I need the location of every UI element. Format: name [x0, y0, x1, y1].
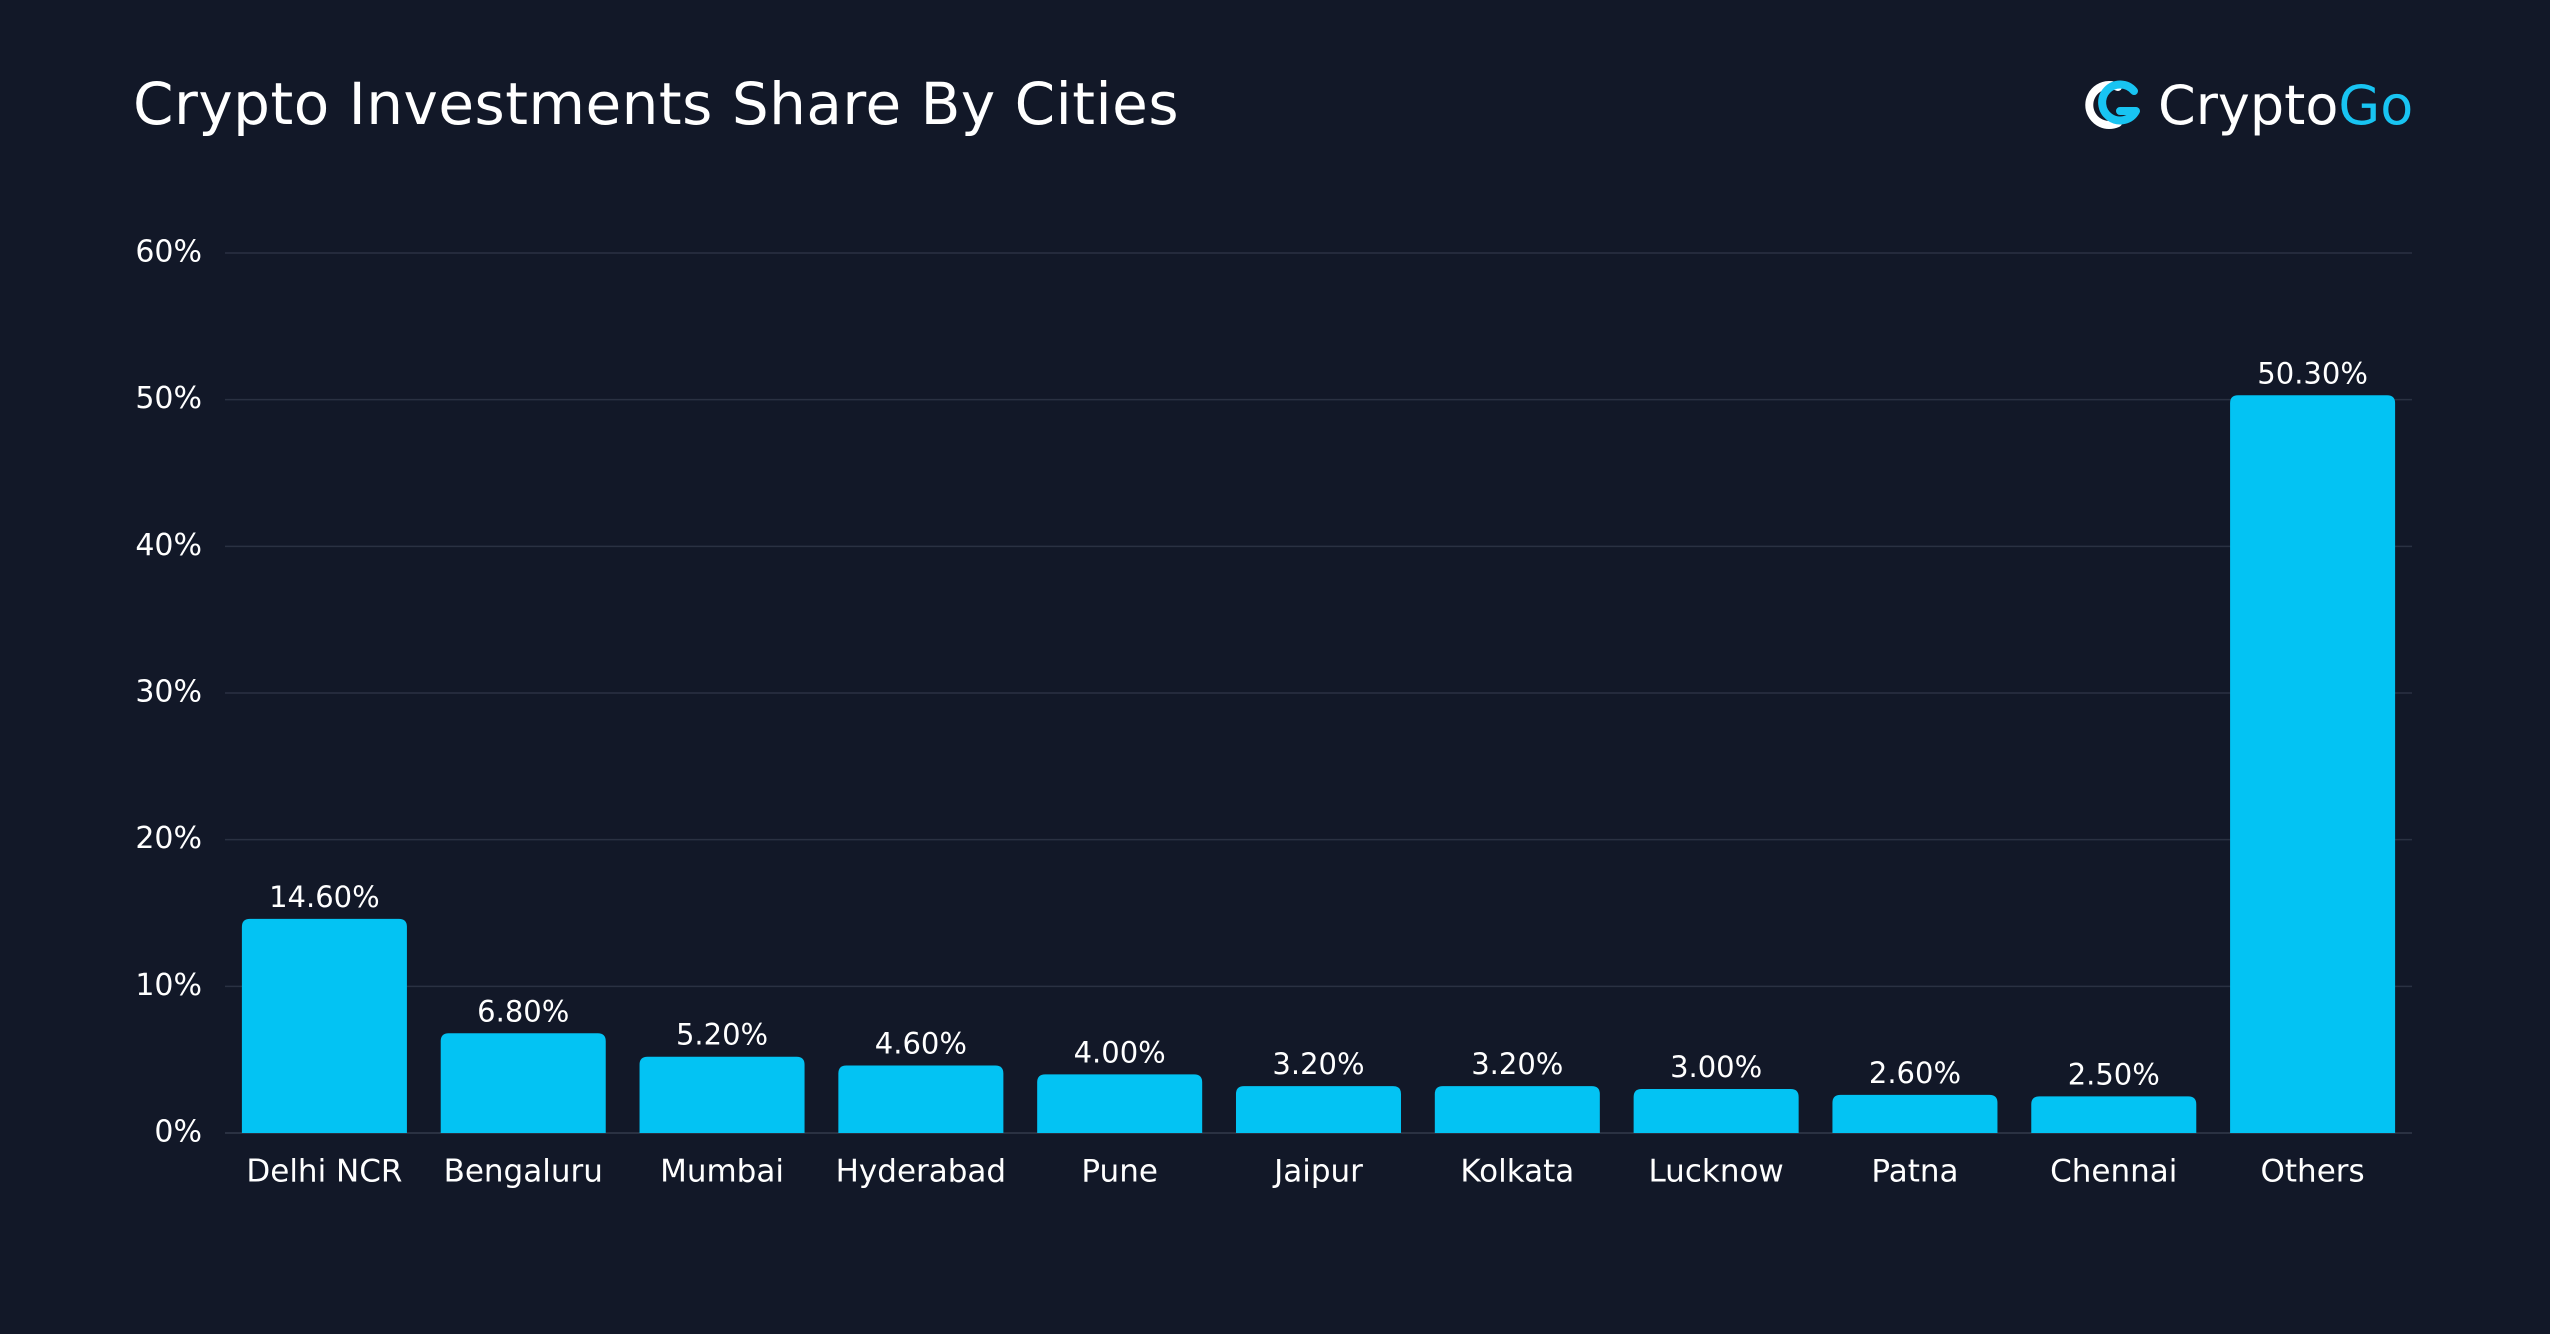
- bar-value-label: 14.60%: [269, 880, 380, 914]
- cryptogo-logo-icon: [2085, 80, 2140, 129]
- bar: [1832, 1094, 1998, 1133]
- bar-value-label: 5.20%: [676, 1018, 768, 1052]
- x-tick-label: Patna: [1871, 1154, 1958, 1190]
- bar: [440, 1033, 606, 1133]
- bar: [2031, 1096, 2197, 1133]
- bar: [639, 1056, 805, 1133]
- y-tick-label: 20%: [135, 821, 202, 856]
- bar: [1037, 1074, 1203, 1133]
- x-tick-label: Hyderabad: [836, 1154, 1007, 1190]
- logo-text-go: Go: [2338, 73, 2414, 137]
- bar-value-label: 3.20%: [1471, 1047, 1563, 1081]
- bar: [1633, 1089, 1799, 1133]
- y-tick-label: 60%: [135, 235, 202, 270]
- x-tick-label: Jaipur: [1272, 1154, 1363, 1190]
- bar-value-label: 4.00%: [1074, 1035, 1166, 1069]
- logo-text-crypto: Crypto: [2158, 73, 2339, 137]
- bar-value-label: 3.00%: [1670, 1050, 1762, 1084]
- y-tick-label: 50%: [135, 381, 202, 416]
- x-tick-label: Kolkata: [1460, 1154, 1574, 1190]
- x-tick-label: Delhi NCR: [246, 1154, 402, 1190]
- bar-value-label: 2.60%: [1869, 1056, 1961, 1090]
- bar: [838, 1065, 1004, 1133]
- x-tick-label: Bengaluru: [444, 1154, 603, 1190]
- chart-title: Crypto Investments Share By Cities: [133, 70, 1180, 138]
- y-tick-label: 30%: [135, 675, 202, 710]
- y-tick-label: 40%: [135, 528, 202, 563]
- y-tick-label: 10%: [135, 968, 202, 1003]
- x-tick-label: Mumbai: [660, 1154, 784, 1190]
- logo-text: CryptoGo: [2158, 74, 2413, 137]
- x-tick-label: Others: [2261, 1154, 2365, 1190]
- bar-value-label: 50.30%: [2257, 356, 2368, 390]
- bar: [1235, 1086, 1402, 1133]
- cryptogo-logo: CryptoGo: [2074, 70, 2413, 140]
- bar: [1434, 1086, 1600, 1133]
- x-tick-label: Lucknow: [1648, 1154, 1783, 1190]
- bar-value-label: 3.20%: [1272, 1047, 1364, 1081]
- y-tick-label: 0%: [154, 1115, 202, 1150]
- x-tick-label: Pune: [1081, 1154, 1158, 1190]
- bar: [2230, 395, 2396, 1133]
- bar: [241, 918, 407, 1133]
- bar-value-label: 6.80%: [477, 994, 569, 1028]
- bar-value-label: 4.60%: [875, 1027, 967, 1061]
- x-tick-label: Chennai: [2050, 1154, 2177, 1190]
- bar-value-label: 2.50%: [2068, 1057, 2160, 1091]
